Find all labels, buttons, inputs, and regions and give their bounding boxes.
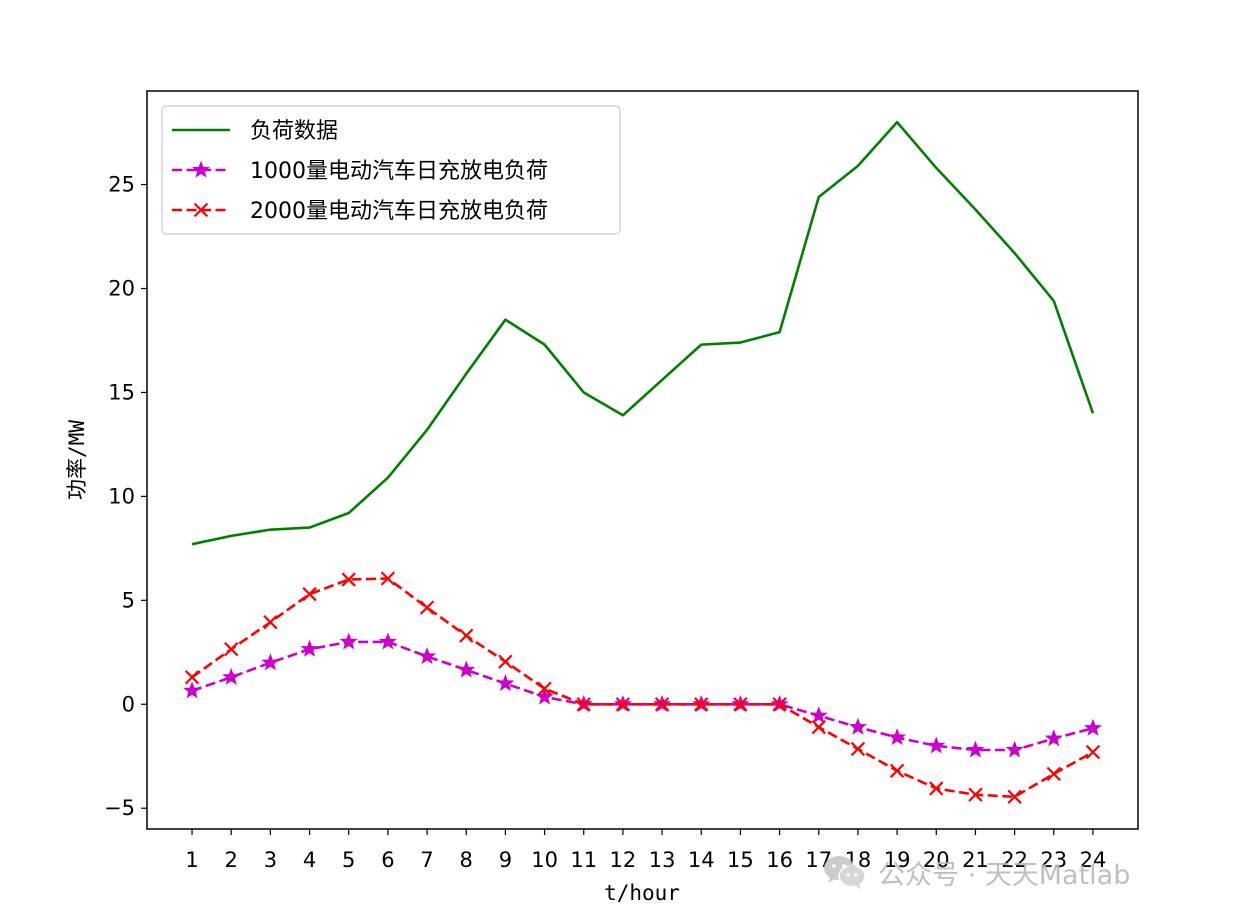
x-axis-label: t/hour xyxy=(604,881,680,905)
legend-entry: 2000量电动汽车日充放电负荷 xyxy=(172,199,548,224)
x-tick-label: 16 xyxy=(766,848,793,872)
y-tick-label: 20 xyxy=(108,276,135,300)
legend-marker xyxy=(192,160,210,178)
watermark: 公众号 · 天天Matlab xyxy=(822,850,1130,894)
x-tick-label: 13 xyxy=(649,848,676,872)
data-point xyxy=(966,740,985,758)
data-point xyxy=(1046,766,1061,782)
legend: 负荷数据 1000量电动汽车日充放电负荷 2000量电动汽车日充放电负荷 xyxy=(161,105,621,235)
x-tick-label: 8 xyxy=(460,848,473,872)
series-line xyxy=(191,120,1095,546)
data-point xyxy=(183,681,202,699)
data-point xyxy=(576,697,591,712)
x-tick-label: 2 xyxy=(225,848,238,872)
x-tick-label: 7 xyxy=(420,848,433,872)
plot-frame xyxy=(146,90,1139,830)
y-axis-label: 功率/MW xyxy=(65,420,89,500)
y-tick-label: 5 xyxy=(122,588,135,612)
data-point xyxy=(850,741,866,757)
data-point xyxy=(224,641,239,657)
x-tick-label: 6 xyxy=(381,848,394,872)
y-tick-label: 15 xyxy=(108,380,135,404)
data-point xyxy=(496,674,515,692)
x-tick-label: 5 xyxy=(342,848,355,872)
data-point xyxy=(811,719,826,735)
x-tick-label: 4 xyxy=(303,848,316,872)
data-point xyxy=(1083,718,1102,736)
x-tick-label: 20 xyxy=(923,848,950,872)
x-tick-label: 24 xyxy=(1080,848,1107,872)
x-tick-label: 14 xyxy=(688,848,715,872)
legend-entry: 负荷数据 xyxy=(172,119,338,144)
x-tick-label: 19 xyxy=(884,848,911,872)
legend-label: 负荷数据 xyxy=(250,119,338,144)
data-point xyxy=(772,697,787,712)
data-point xyxy=(654,697,670,712)
data-point xyxy=(889,763,905,778)
data-point xyxy=(537,681,552,696)
y-tick-label: −5 xyxy=(104,796,135,820)
data-point xyxy=(927,736,946,754)
data-point xyxy=(300,639,319,657)
data-point xyxy=(222,667,241,685)
x-tick-label: 1 xyxy=(185,848,198,872)
data-point xyxy=(615,697,631,712)
x-tick-label: 12 xyxy=(610,848,637,872)
wechat-icon xyxy=(824,856,866,889)
data-point xyxy=(459,628,474,643)
y-tick-label: 0 xyxy=(122,692,135,716)
legend-label: 1000量电动汽车日充放电负荷 xyxy=(250,159,548,184)
legend-entry: 1000量电动汽车日充放电负荷 xyxy=(172,159,548,184)
data-point xyxy=(1005,740,1024,758)
data-point xyxy=(418,647,437,665)
data-point xyxy=(341,572,356,587)
series-line xyxy=(191,577,1094,799)
x-tick-label: 22 xyxy=(1001,848,1028,872)
data-point xyxy=(302,586,317,602)
data-point xyxy=(184,670,200,685)
y-tick-label: 25 xyxy=(108,173,135,197)
data-point xyxy=(1085,744,1101,760)
y-tick-label: 10 xyxy=(108,484,135,508)
data-point xyxy=(261,653,280,671)
data-point xyxy=(457,660,476,678)
y-axis-ticks: −5 0 5 10 15 20 25 xyxy=(104,173,147,820)
x-tick-label: 10 xyxy=(531,848,558,872)
data-point xyxy=(263,614,278,630)
x-tick-label: 3 xyxy=(264,848,277,872)
data-point xyxy=(498,654,513,669)
data-point xyxy=(339,632,358,650)
legend-label: 2000量电动汽车日充放电负荷 xyxy=(250,199,548,224)
data-point xyxy=(1007,789,1022,804)
data-point xyxy=(733,697,748,712)
data-point xyxy=(968,787,983,802)
x-tick-label: 23 xyxy=(1040,848,1067,872)
data-point xyxy=(929,781,944,796)
x-tick-label: 11 xyxy=(570,848,597,872)
legend-entries: 负荷数据 1000量电动汽车日充放电负荷 2000量电动汽车日充放电负荷 xyxy=(172,119,548,224)
data-point xyxy=(380,571,396,586)
series-2 xyxy=(183,632,1102,758)
legend-marker xyxy=(193,202,209,218)
data-point xyxy=(888,728,907,746)
series-1 xyxy=(191,120,1095,546)
series-3 xyxy=(184,571,1101,804)
data-point xyxy=(848,717,867,735)
watermark-text: 公众号 · 天天Matlab xyxy=(878,859,1131,891)
x-tick-label: 21 xyxy=(962,848,989,872)
x-axis-ticks: 1 2 3 4 5 6 7 8 9 10 11 12 13 14 15 16 17 18 19 20 21 22 23 24 xyxy=(185,829,1106,872)
data-point xyxy=(694,697,709,712)
series-layer xyxy=(183,120,1102,804)
legend-box xyxy=(161,105,621,235)
data-point xyxy=(809,706,828,724)
x-tick-label: 15 xyxy=(727,848,754,872)
data-point xyxy=(1044,729,1063,747)
data-point xyxy=(419,600,435,615)
x-tick-label: 9 xyxy=(499,848,512,872)
data-point xyxy=(378,632,397,650)
